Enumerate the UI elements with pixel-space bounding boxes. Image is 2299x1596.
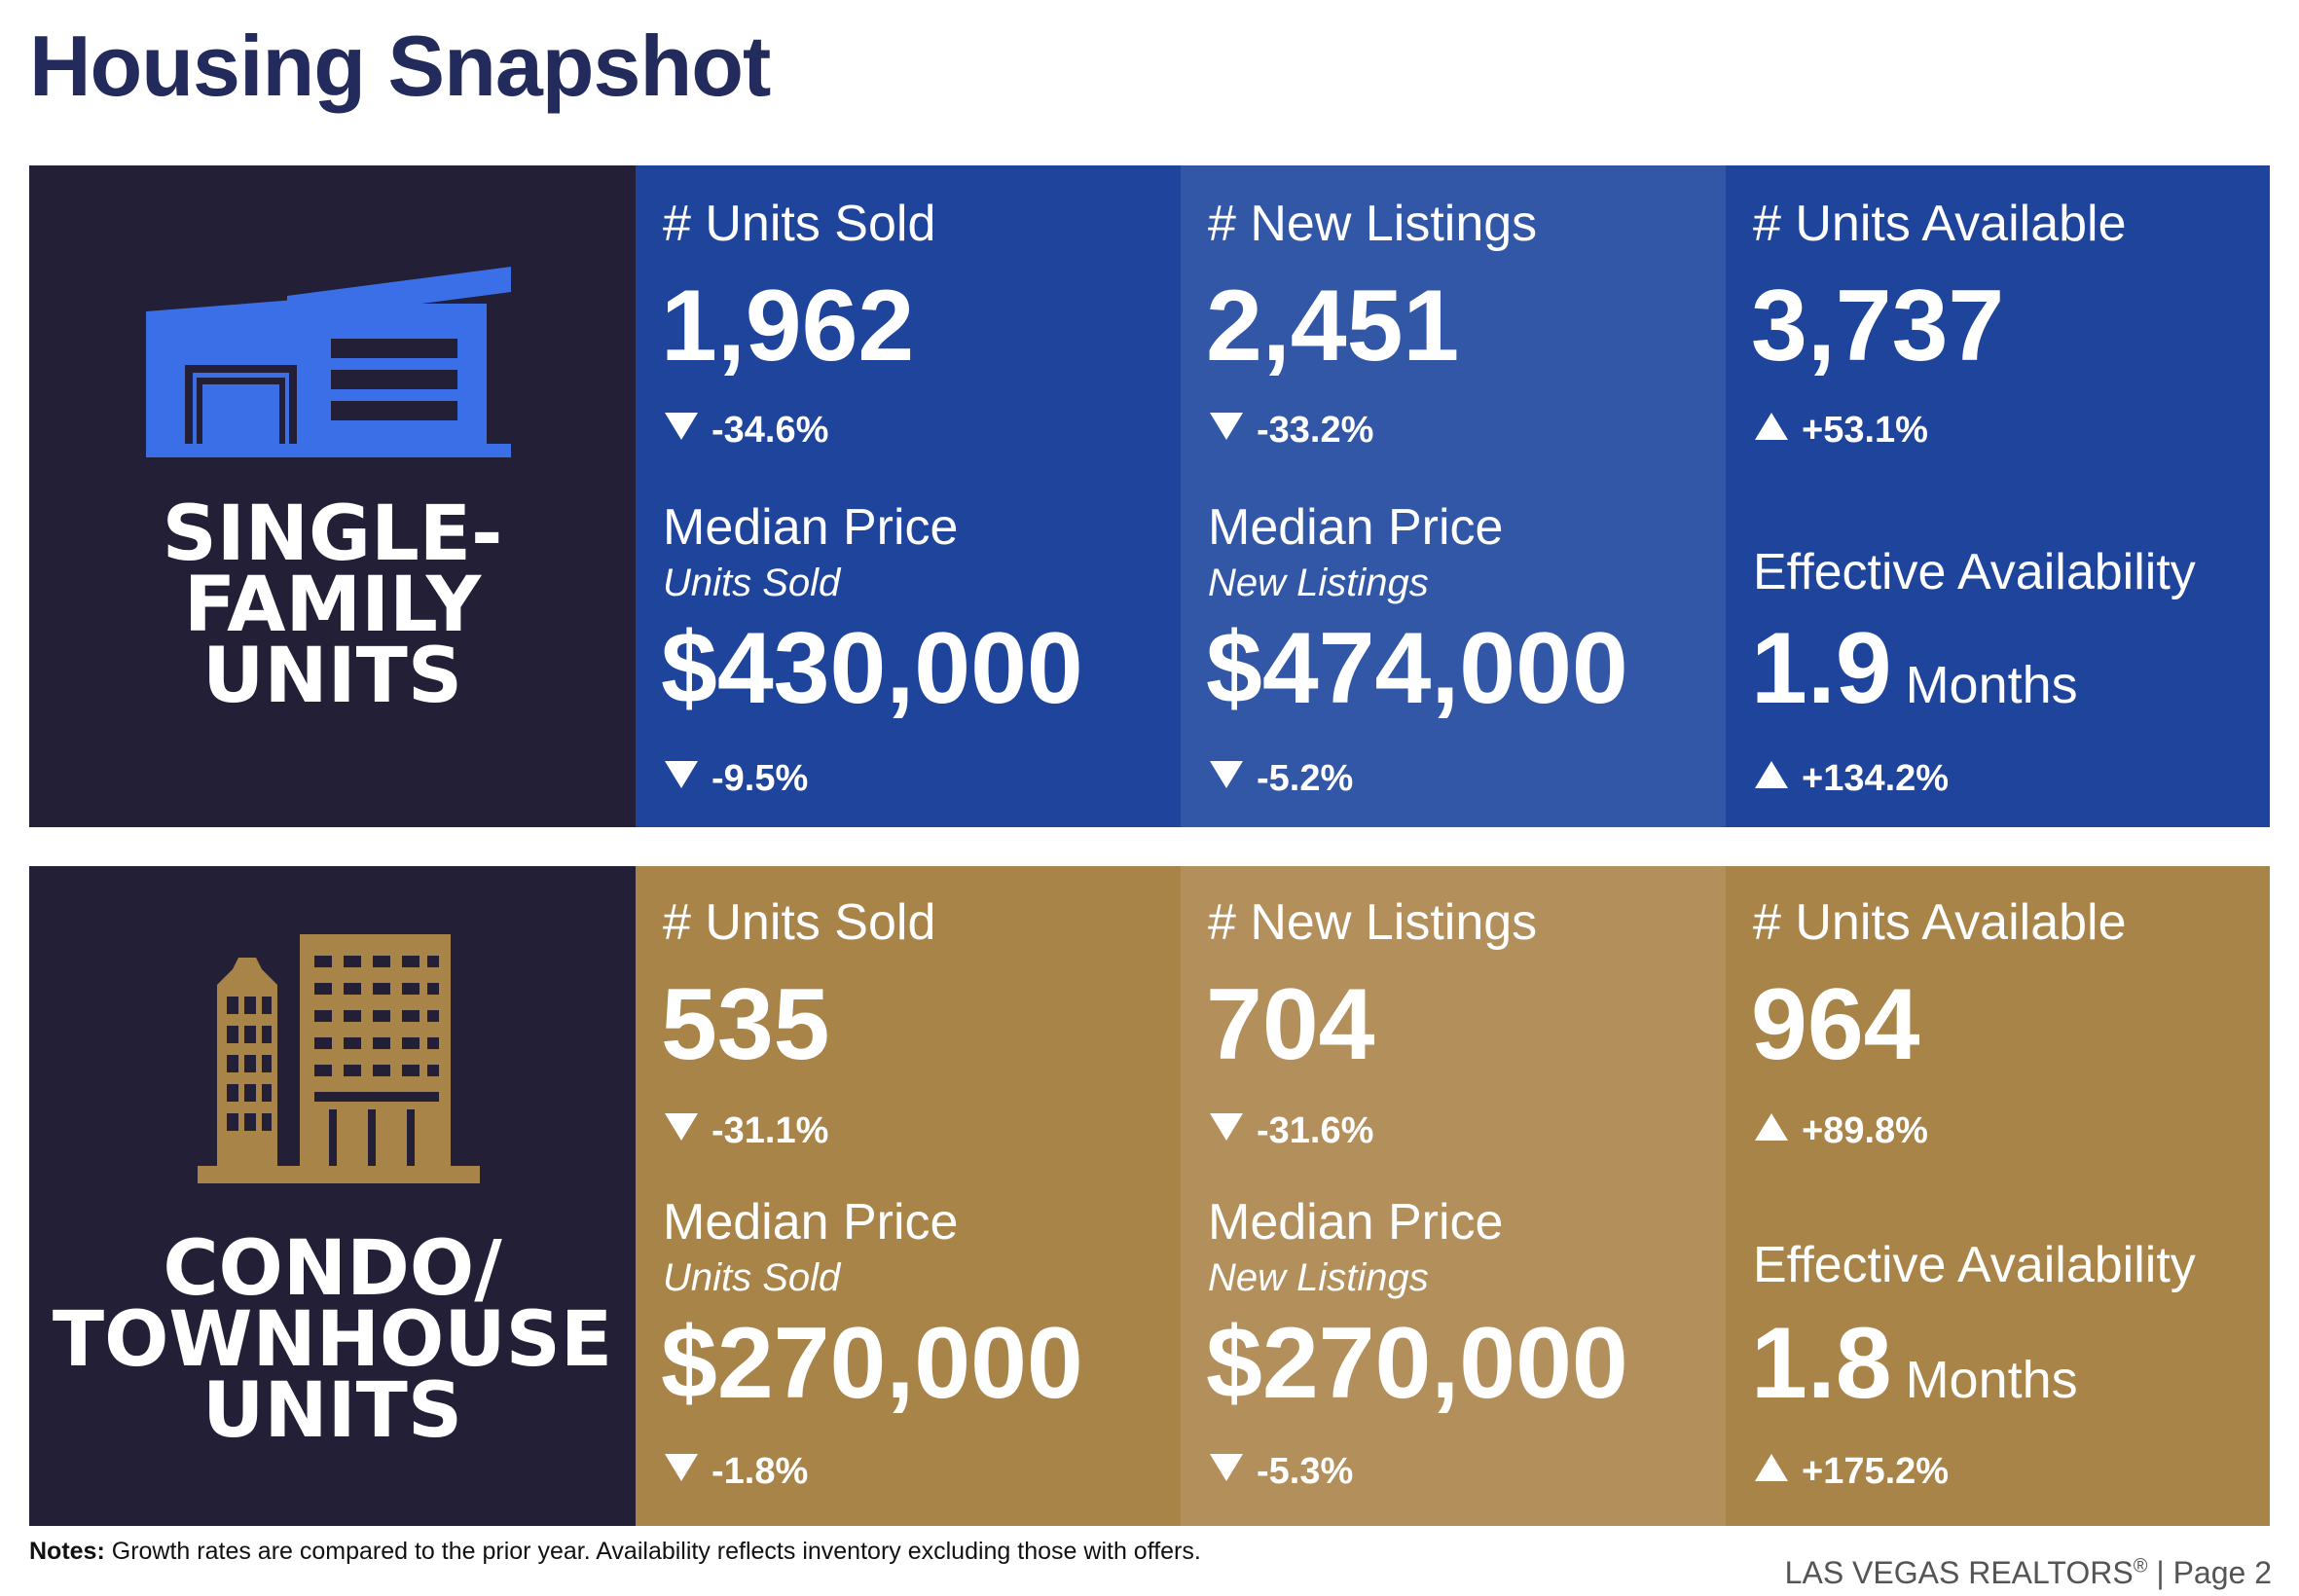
- units-sold-label: # Units Sold: [663, 894, 936, 951]
- ct-units-available-column: # Units Available 964 +89.8% Effective A…: [1726, 866, 2270, 1526]
- buildings-icon: [198, 934, 480, 1183]
- new-listings-change: -31.6%: [1210, 1109, 1373, 1152]
- label-line: UNITS: [201, 633, 463, 720]
- units-sold-value: 1,962: [661, 270, 915, 382]
- units-available-value: 964: [1751, 968, 1920, 1081]
- notes-text: Growth rates are compared to the prior y…: [104, 1538, 1201, 1565]
- effective-availability-value: 1.8 Months: [1751, 1307, 2078, 1420]
- down-arrow-icon: [1210, 761, 1243, 788]
- effective-availability-label: Effective Availability: [1753, 544, 2196, 600]
- single-family-label: SINGLE- FAMILY UNITS: [29, 490, 636, 720]
- units-available-change: +53.1%: [1755, 409, 1928, 452]
- months-unit: Months: [1905, 656, 2078, 714]
- median-price-change: -1.8%: [665, 1450, 808, 1493]
- median-price-sublabel: New Listings: [1208, 1256, 1429, 1299]
- median-price-label: Median Price: [1208, 499, 1504, 556]
- median-price-sublabel: Units Sold: [663, 1256, 841, 1299]
- up-arrow-icon: [1755, 1113, 1788, 1141]
- label-line: SINGLE-: [162, 490, 503, 578]
- median-price-sublabel: New Listings: [1208, 562, 1429, 604]
- footer-org: LAS VEGAS REALTORS: [1784, 1555, 2134, 1590]
- median-price-value: $270,000: [1206, 1307, 1628, 1420]
- median-price-value: $270,000: [661, 1307, 1083, 1420]
- label-line: UNITS: [201, 1367, 463, 1455]
- units-sold-label: # Units Sold: [663, 196, 936, 252]
- months-unit: Months: [1905, 1351, 2078, 1409]
- down-arrow-icon: [665, 1454, 698, 1481]
- label-line: TOWNHOUSE: [52, 1296, 613, 1384]
- median-price-change: -9.5%: [665, 757, 808, 800]
- new-listings-value: 2,451: [1206, 270, 1460, 382]
- single-family-section: SINGLE- FAMILY UNITS # Units Sold 1,962 …: [29, 165, 2270, 827]
- units-available-value: 3,737: [1751, 270, 2005, 382]
- sf-new-listings-column: # New Listings 2,451 -33.2% Median Price…: [1181, 165, 1726, 827]
- label-line: FAMILY: [183, 562, 482, 649]
- notes: Notes: Growth rates are compared to the …: [29, 1538, 1201, 1566]
- median-price-label: Median Price: [1208, 1194, 1504, 1251]
- down-arrow-icon: [665, 413, 698, 440]
- down-arrow-icon: [665, 1113, 698, 1141]
- down-arrow-icon: [1210, 1113, 1243, 1141]
- effective-availability-change: +175.2%: [1755, 1450, 1949, 1493]
- units-available-label: # Units Available: [1753, 196, 2127, 252]
- units-sold-change: -31.1%: [665, 1109, 828, 1152]
- down-arrow-icon: [1210, 413, 1243, 440]
- units-available-label: # Units Available: [1753, 894, 2127, 951]
- up-arrow-icon: [1755, 761, 1788, 788]
- units-sold-value: 535: [661, 968, 830, 1081]
- up-arrow-icon: [1755, 1454, 1788, 1481]
- label-line: CONDO/: [163, 1225, 502, 1313]
- up-arrow-icon: [1755, 413, 1788, 440]
- median-price-value: $474,000: [1206, 612, 1628, 725]
- new-listings-label: # New Listings: [1208, 894, 1538, 951]
- down-arrow-icon: [1210, 1454, 1243, 1481]
- sf-units-sold-column: # Units Sold 1,962 -34.6% Median Price U…: [636, 165, 1181, 827]
- new-listings-value: 704: [1206, 968, 1375, 1081]
- footer-page: | Page 2: [2147, 1555, 2272, 1590]
- median-price-sublabel: Units Sold: [663, 562, 841, 604]
- median-price-label: Median Price: [663, 499, 959, 556]
- condo-townhouse-label: CONDO/ TOWNHOUSE UNITS: [29, 1225, 636, 1455]
- median-price-label: Median Price: [663, 1194, 959, 1251]
- units-sold-change: -34.6%: [665, 409, 828, 452]
- sf-units-available-column: # Units Available 3,737 +53.1% Effective…: [1726, 165, 2270, 827]
- new-listings-label: # New Listings: [1208, 196, 1538, 252]
- new-listings-change: -33.2%: [1210, 409, 1373, 452]
- median-price-change: -5.2%: [1210, 757, 1353, 800]
- notes-label: Notes:: [29, 1538, 105, 1565]
- effective-availability-change: +134.2%: [1755, 757, 1949, 800]
- median-price-value: $430,000: [661, 612, 1083, 725]
- median-price-change: -5.3%: [1210, 1450, 1353, 1493]
- ct-units-sold-column: # Units Sold 535 -31.1% Median Price Uni…: [636, 866, 1181, 1526]
- condo-townhouse-section: CONDO/ TOWNHOUSE UNITS # Units Sold 535 …: [29, 866, 2270, 1526]
- house-icon: [146, 267, 511, 457]
- page-title: Housing Snapshot: [29, 18, 771, 114]
- condo-townhouse-label-panel: CONDO/ TOWNHOUSE UNITS: [29, 866, 636, 1526]
- effective-availability-label: Effective Availability: [1753, 1237, 2196, 1293]
- page-footer: LAS VEGAS REALTORS® | Page 2: [1785, 1555, 2272, 1591]
- down-arrow-icon: [665, 761, 698, 788]
- single-family-label-panel: SINGLE- FAMILY UNITS: [29, 165, 636, 827]
- registered-mark: ®: [2133, 1555, 2148, 1578]
- units-available-change: +89.8%: [1755, 1109, 1928, 1152]
- ct-new-listings-column: # New Listings 704 -31.6% Median Price N…: [1181, 866, 1726, 1526]
- effective-availability-value: 1.9 Months: [1751, 612, 2078, 725]
